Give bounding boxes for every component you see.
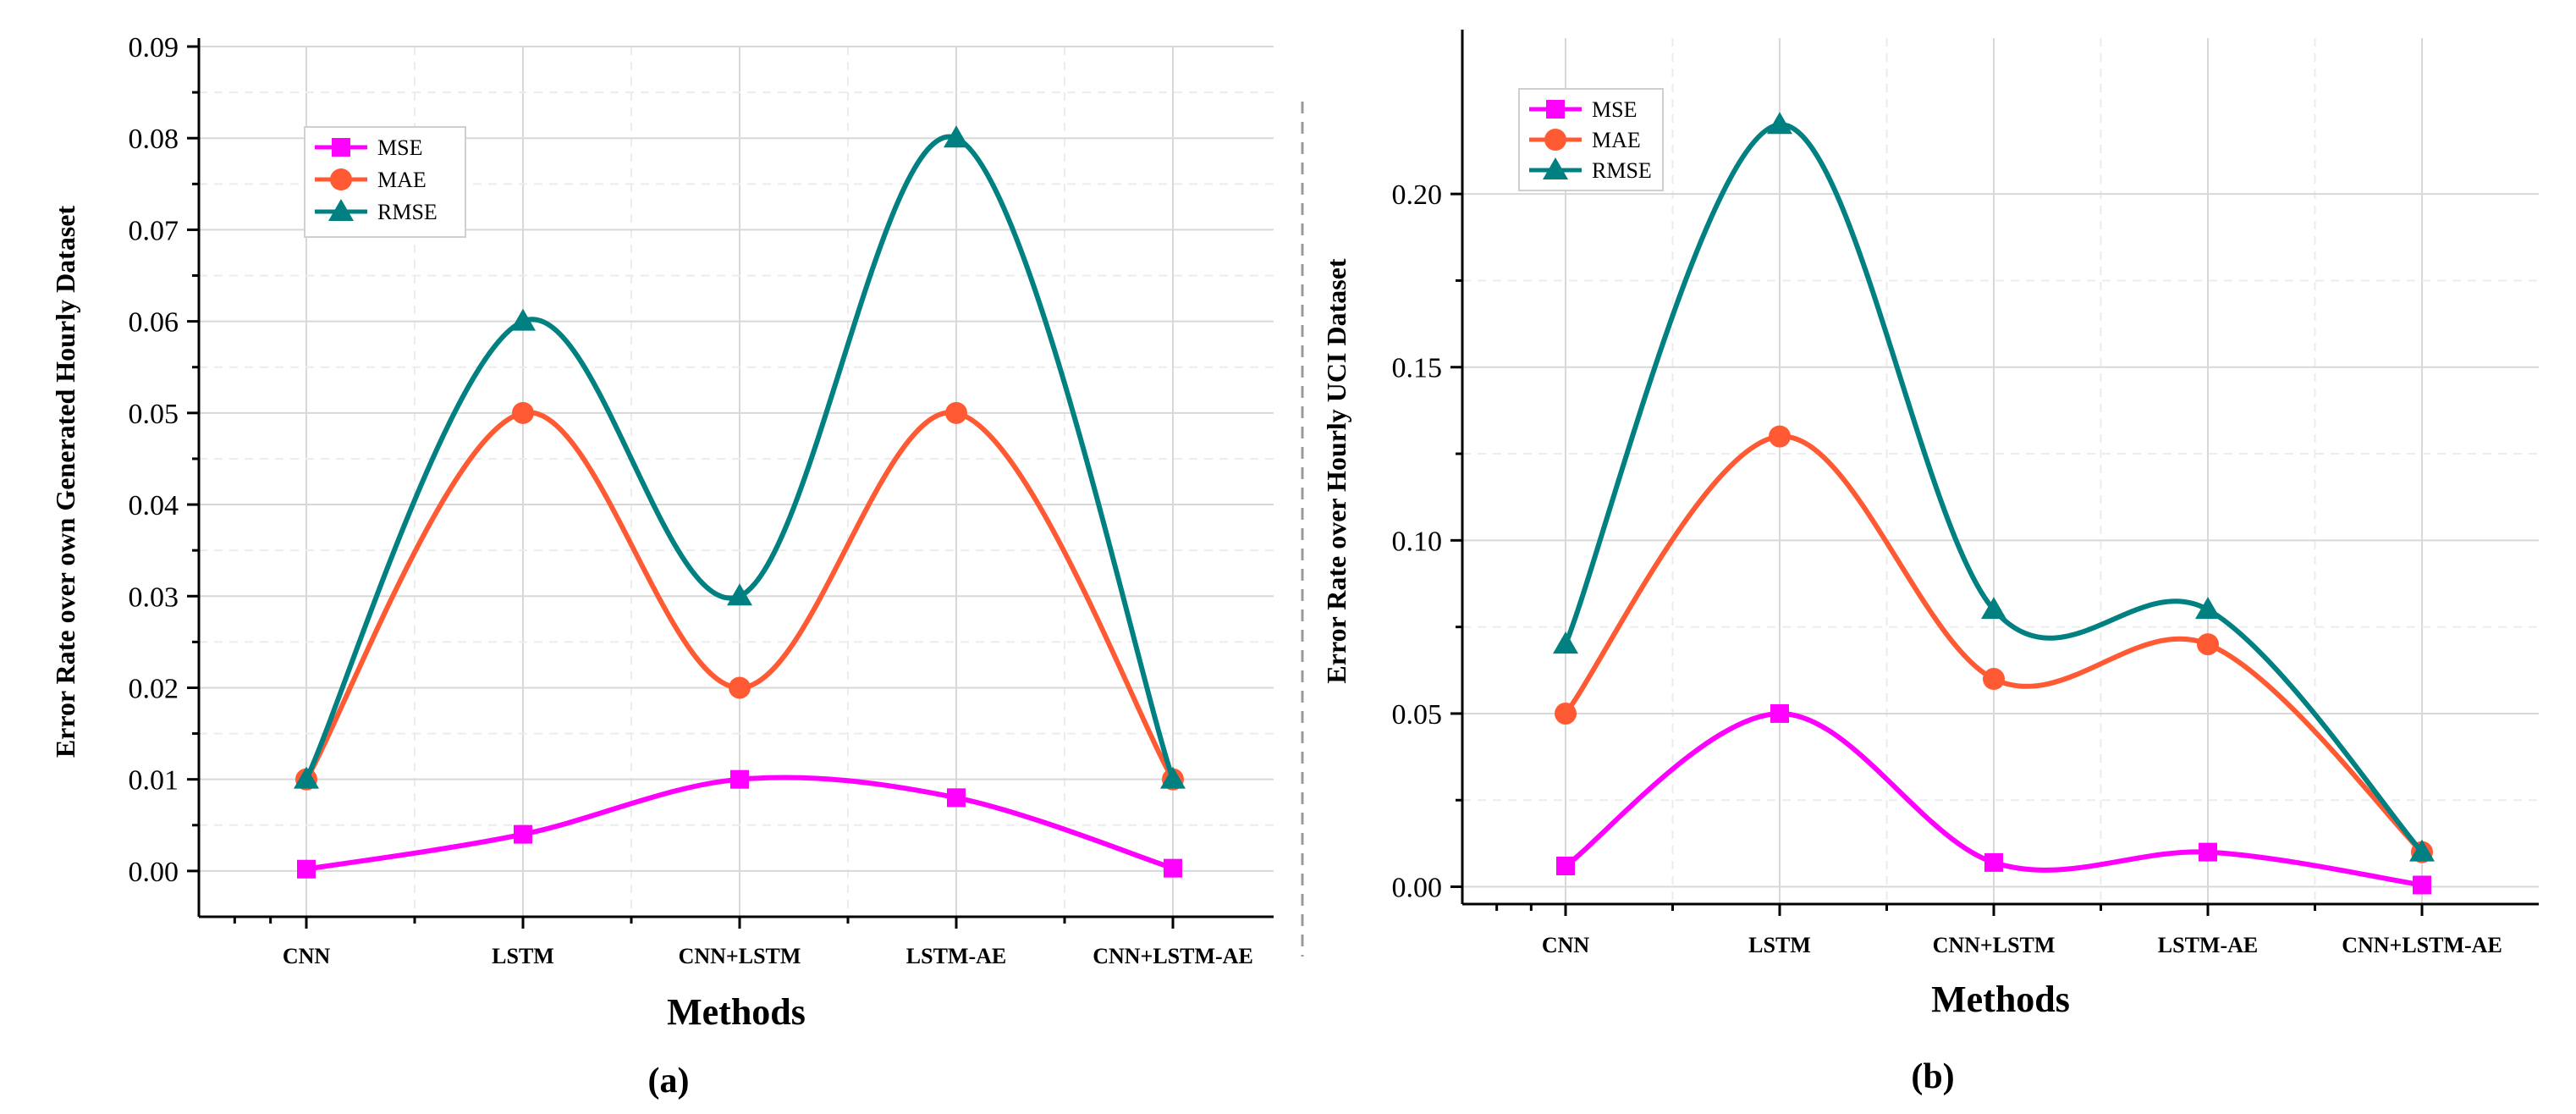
data-point-mse	[730, 769, 749, 789]
y-tick-label: 0.05	[1392, 699, 1443, 731]
data-point-rmse	[2409, 839, 2435, 862]
x-tick-label: LSTM	[1748, 933, 1811, 957]
series-line-mse	[1564, 710, 2423, 888]
x-tick-label: LSTM	[492, 944, 554, 968]
legend-marker-mse	[1546, 100, 1565, 119]
y-tick-label: 0.05	[129, 399, 179, 430]
data-point-rmse	[1160, 766, 1186, 789]
y-tick-label: 0.00	[129, 857, 179, 888]
y-tick-label: 0.02	[129, 673, 179, 704]
y-tick-label: 0.09	[129, 32, 179, 63]
data-point-rmse	[2195, 597, 2221, 620]
x-tick-label: CNN+LSTM-AE	[1093, 944, 1253, 968]
data-point-mae	[2197, 633, 2219, 656]
chart-panel-2: 0.00 0.05 0.10 0.15 0.20 CNN LSTM CNN+LSTM LSTM-…	[1321, 30, 2539, 1096]
x-tick-label: LSTM-AE	[2158, 933, 2258, 957]
data-point-mse	[2413, 875, 2431, 895]
y-tick-label: 0.04	[129, 490, 179, 521]
legend-marker-mae	[1544, 129, 1566, 151]
legend-label-mae: MAE	[377, 168, 427, 192]
panel-label: (a)	[648, 1062, 690, 1100]
data-point-rmse	[944, 125, 969, 148]
y-tick-label: 0.20	[1392, 179, 1443, 211]
legend-marker-rmse	[1543, 157, 1568, 179]
series-mse	[1556, 703, 2431, 895]
data-point-mse	[947, 788, 966, 808]
series-rmse	[1553, 112, 2435, 862]
data-point-mae	[1555, 702, 1577, 725]
data-point-mse	[1984, 852, 2003, 872]
series-rmse	[294, 125, 1186, 789]
y-axis-title: Error Rate over own Generated Hourly Dat…	[50, 206, 80, 758]
legend-label-rmse: RMSE	[1592, 158, 1652, 183]
series-line-mae	[1563, 433, 2425, 854]
y-tick-label: 0.03	[129, 582, 179, 613]
y-tick-label: 0.00	[1392, 873, 1443, 904]
data-point-mse	[297, 859, 316, 879]
data-point-mae	[1983, 668, 2005, 691]
data-point-mae	[945, 401, 967, 424]
y-tick-label: 0.07	[129, 215, 179, 246]
legend-label-mse: MSE	[1592, 97, 1637, 122]
legend-marker-mse	[332, 138, 350, 157]
data-point-mae	[1769, 425, 1791, 448]
x-axis-title: Methods	[1931, 979, 2070, 1020]
y-tick-label: 0.10	[1392, 526, 1443, 557]
legend-label-rmse: RMSE	[377, 200, 438, 224]
legend-label-mse: MSE	[377, 135, 422, 160]
legend-marker-mae	[330, 168, 352, 190]
y-tick-label: 0.01	[129, 765, 179, 797]
x-tick-label: CNN+LSTM	[1933, 933, 2056, 957]
data-point-mse	[1556, 856, 1575, 875]
data-point-rmse	[1767, 112, 1792, 135]
x-tick-label: LSTM-AE	[906, 944, 1006, 968]
data-point-mse	[1164, 858, 1182, 878]
legend-marker-rmse	[328, 199, 354, 221]
y-tick-label: 0.06	[129, 307, 179, 339]
data-point-rmse	[510, 308, 536, 331]
x-axis-title: Methods	[667, 991, 806, 1033]
data-point-mse	[2199, 842, 2217, 862]
series-line-rmse	[1563, 122, 2425, 854]
series-mse	[297, 769, 1182, 879]
x-tick-label: CNN	[1542, 933, 1590, 957]
y-tick-label: 0.15	[1392, 353, 1443, 384]
panel-label: (b)	[1911, 1057, 1954, 1096]
y-tick-label: 0.08	[129, 124, 179, 155]
series-line-rmse	[304, 134, 1175, 780]
data-point-rmse	[1981, 597, 2006, 620]
y-axis-title: Error Rate over Hourly UCI Dataset	[1321, 258, 1351, 683]
legend: MSE MAE RMSE	[1518, 88, 1664, 191]
legend-label-mae: MAE	[1592, 128, 1641, 152]
data-point-rmse	[727, 583, 752, 606]
data-point-mae	[729, 676, 751, 699]
data-point-mae	[512, 401, 534, 424]
x-tick-label: CNN+LSTM-AE	[2342, 933, 2502, 957]
legend: MSE MAE RMSE	[304, 126, 466, 238]
data-point-mse	[1770, 703, 1789, 723]
x-tick-label: CNN	[283, 944, 331, 968]
data-point-rmse	[1553, 631, 1578, 654]
data-point-rmse	[294, 766, 319, 789]
x-tick-label: CNN+LSTM	[679, 944, 801, 968]
data-point-mse	[514, 824, 532, 844]
chart-panel-1: 0.00 0.01 0.02 0.03 0.04 0.05 0.06 0.07 0.08 0.09…	[50, 32, 1274, 1100]
